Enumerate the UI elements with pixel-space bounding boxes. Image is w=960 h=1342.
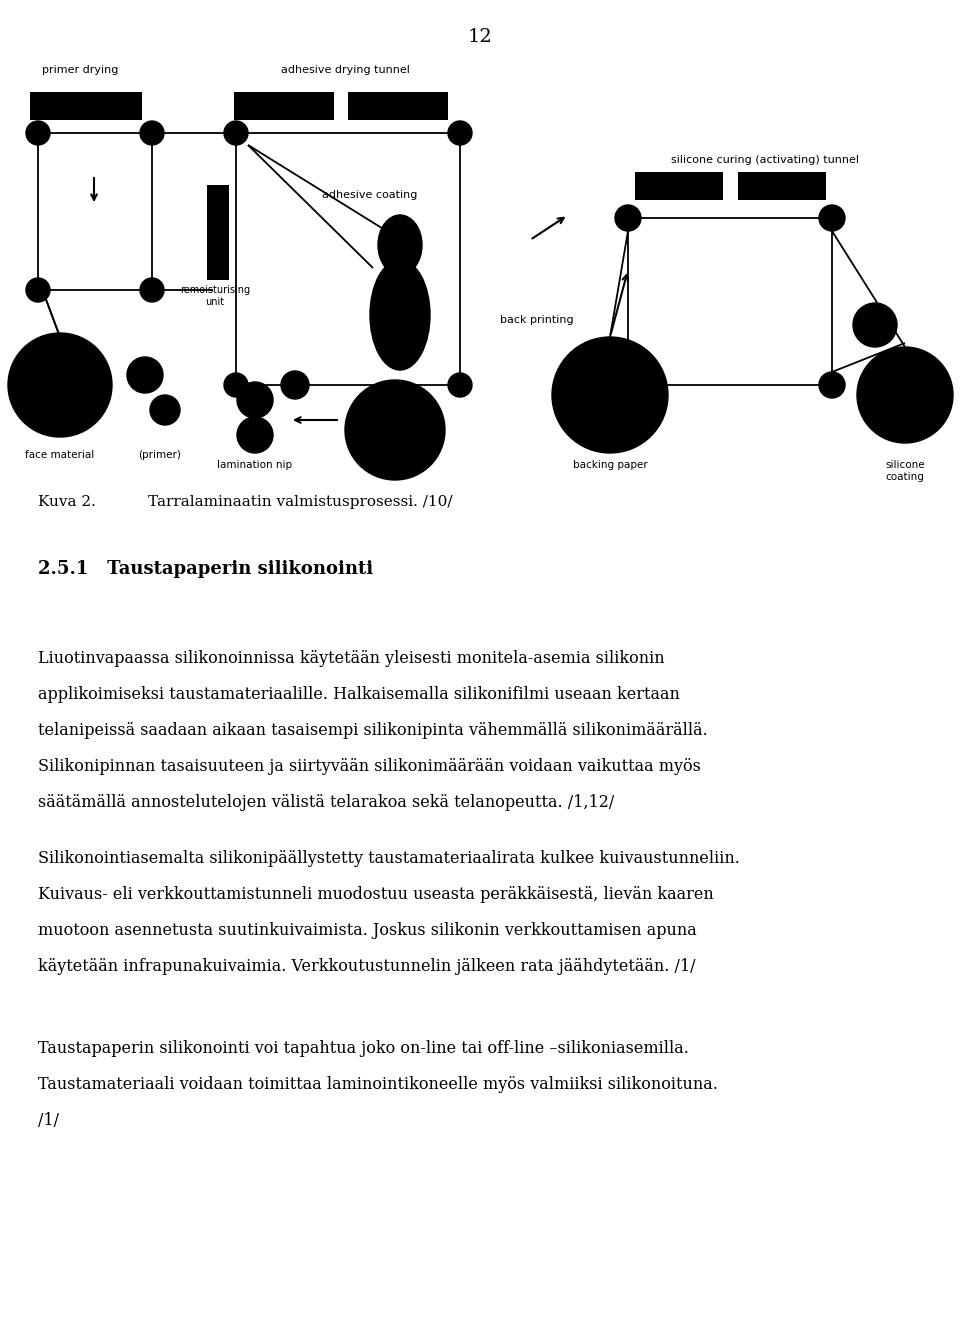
Text: Kuva 2.: Kuva 2. (38, 495, 96, 509)
Text: (primer): (primer) (138, 450, 181, 460)
Circle shape (448, 373, 472, 397)
Text: back printing: back printing (500, 315, 574, 325)
Circle shape (819, 205, 845, 231)
Ellipse shape (378, 215, 422, 275)
Bar (635, 172, 723, 200)
Circle shape (127, 357, 163, 393)
Circle shape (140, 278, 164, 302)
Circle shape (140, 121, 164, 145)
Text: lamination nip: lamination nip (217, 460, 293, 470)
Text: backing paper: backing paper (572, 460, 647, 470)
Text: face material: face material (25, 450, 95, 460)
Text: adhesive drying tunnel: adhesive drying tunnel (280, 64, 409, 75)
Text: Taustapaperin silikonointi voi tapahtua joko on-line tai off-line –silikoniasemi: Taustapaperin silikonointi voi tapahtua … (38, 1040, 689, 1057)
Circle shape (857, 348, 953, 443)
Text: Silikonointiasemalta silikonipäällystetty taustamateriaalirata kulkee kuivaustun: Silikonointiasemalta silikonipäällystett… (38, 849, 740, 867)
Circle shape (26, 121, 50, 145)
Text: muotoon asennetusta suutinkuivaimista. Joskus silikonin verkkouttamisen apuna: muotoon asennetusta suutinkuivaimista. J… (38, 922, 697, 939)
Text: Liuotinvapaassa silikonoinnissa käytetään yleisesti monitela-asemia silikonin: Liuotinvapaassa silikonoinnissa käytetää… (38, 650, 664, 667)
Circle shape (281, 370, 309, 399)
Circle shape (345, 380, 445, 480)
Bar (207, 185, 229, 280)
Text: silicone curing (activating) tunnel: silicone curing (activating) tunnel (671, 154, 859, 165)
Circle shape (448, 121, 472, 145)
Text: Silikonipinnan tasaisuuteen ja siirtyvään silikonimäärään voidaan vaikuttaa myös: Silikonipinnan tasaisuuteen ja siirtyvää… (38, 758, 701, 774)
Bar (30, 93, 142, 119)
Circle shape (237, 417, 273, 454)
Circle shape (615, 205, 641, 231)
Text: /1/: /1/ (38, 1113, 59, 1129)
Ellipse shape (370, 260, 430, 370)
Text: applikoimiseksi taustamateriaalille. Halkaisemalla silikonifilmi useaan kertaan: applikoimiseksi taustamateriaalille. Hal… (38, 686, 680, 703)
Circle shape (8, 333, 112, 437)
Circle shape (237, 382, 273, 417)
Text: 2.5.1   Taustapaperin silikonointi: 2.5.1 Taustapaperin silikonointi (38, 560, 373, 578)
Text: säätämällä annostelutelojen välistä telarakoa sekä telanopeutta. /1,12/: säätämällä annostelutelojen välistä tela… (38, 794, 614, 811)
Circle shape (552, 337, 668, 454)
Text: Kuivaus- eli verkkouttamistunneli muodostuu useasta peräkkäisestä, lievän kaaren: Kuivaus- eli verkkouttamistunneli muodos… (38, 886, 713, 903)
Text: telanipeissä saadaan aikaan tasaisempi silikonipinta vähemmällä silikonimäärällä: telanipeissä saadaan aikaan tasaisempi s… (38, 722, 708, 739)
Text: PS-laminate: PS-laminate (364, 460, 426, 470)
Circle shape (224, 373, 248, 397)
Bar (348, 93, 448, 119)
Circle shape (615, 372, 641, 399)
Text: Taustamateriaali voidaan toimittaa laminointikoneelle myös valmiiksi silikonoitu: Taustamateriaali voidaan toimittaa lamin… (38, 1076, 718, 1092)
Bar (738, 172, 826, 200)
Text: adhesive coating: adhesive coating (323, 191, 418, 200)
Text: käytetään infrapunakuivaimia. Verkkoutustunnelin jälkeen rata jäähdytetään. /1/: käytetään infrapunakuivaimia. Verkkoutus… (38, 958, 695, 976)
Circle shape (150, 395, 180, 425)
Text: Tarralaminaatin valmistusprosessi. /10/: Tarralaminaatin valmistusprosessi. /10/ (148, 495, 452, 509)
Text: remoisturising
unit: remoisturising unit (180, 285, 250, 306)
Circle shape (26, 278, 50, 302)
Text: silicone
coating: silicone coating (885, 460, 924, 482)
Text: primer drying: primer drying (42, 64, 118, 75)
Bar (234, 93, 334, 119)
Circle shape (224, 121, 248, 145)
Text: 12: 12 (468, 28, 492, 46)
Circle shape (853, 303, 897, 348)
Circle shape (819, 372, 845, 399)
